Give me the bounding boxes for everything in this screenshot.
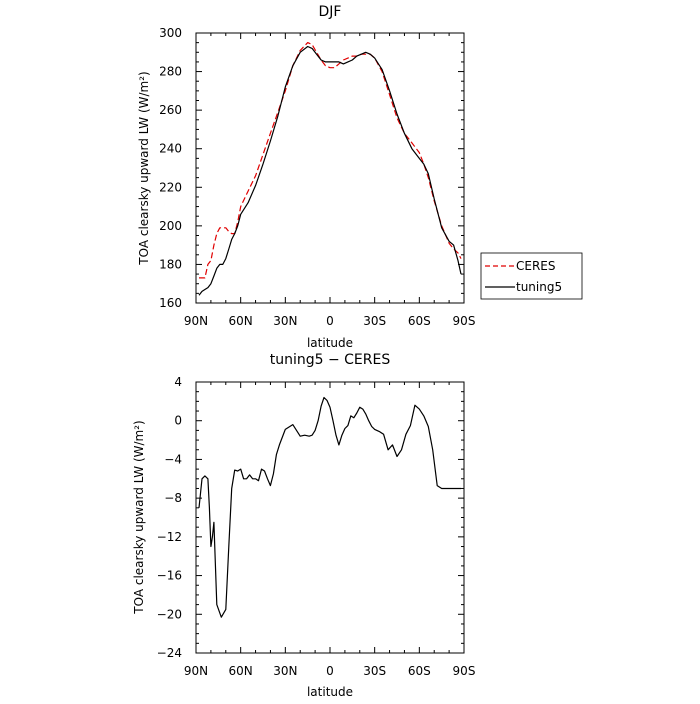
chart-title-bottom: tuning5 − CERES bbox=[270, 352, 391, 368]
y-tick-label-top-4: 240 bbox=[159, 142, 182, 156]
x-tick-label-top-6: 90S bbox=[453, 314, 476, 328]
y-tick-label-bottom-5: −4 bbox=[164, 452, 182, 466]
legend-tuning5-label: tuning5 bbox=[516, 280, 562, 294]
panel-bottom: tuning5 − CERES latitude TOA clearsky up… bbox=[132, 352, 475, 699]
y-tick-label-top-1: 180 bbox=[159, 257, 182, 271]
panel-top: DJF latitude TOA clearsky upward LW (W/m… bbox=[137, 4, 475, 350]
x-tick-label-bottom-0: 90N bbox=[184, 664, 208, 678]
x-axis-title-bottom: latitude bbox=[307, 685, 353, 699]
x-tick-label-bottom-4: 30S bbox=[363, 664, 386, 678]
y-tick-label-top-7: 300 bbox=[159, 26, 182, 40]
legend-box bbox=[480, 252, 583, 300]
y-tick-label-bottom-7: 4 bbox=[174, 375, 182, 389]
series-line-top-ceres bbox=[199, 41, 462, 279]
axes-top: 90N 60N 30N 0 30S 60S 90S 160 180 200 220 240 260 280… bbox=[159, 26, 475, 328]
x-tick-label-top-5: 60S bbox=[408, 314, 431, 328]
chart-title-top: DJF bbox=[319, 4, 342, 20]
y-tick-label-bottom-3: −12 bbox=[157, 530, 182, 544]
x-tick-label-bottom-2: 30N bbox=[273, 664, 297, 678]
y-tick-label-bottom-0: −24 bbox=[157, 646, 182, 660]
x-tick-label-bottom-3: 0 bbox=[326, 664, 334, 678]
y-tick-label-bottom-2: −16 bbox=[157, 569, 182, 583]
x-tick-label-top-4: 30S bbox=[363, 314, 386, 328]
x-tick-label-top-0: 90N bbox=[184, 314, 208, 328]
y-axis-title-bottom: TOA clearsky upward LW (W/m²) bbox=[132, 420, 146, 614]
y-tick-label-top-5: 260 bbox=[159, 103, 182, 117]
y-tick-label-top-2: 200 bbox=[159, 219, 182, 233]
legend-ceres-label: CERES bbox=[516, 259, 556, 273]
x-tick-label-top-1: 60N bbox=[229, 314, 253, 328]
y-axis-title-top: TOA clearsky upward LW (W/m²) bbox=[137, 71, 151, 265]
y-tick-label-top-6: 280 bbox=[159, 65, 182, 79]
y-tick-label-bottom-6: 0 bbox=[174, 414, 182, 428]
y-tick-label-bottom-4: −8 bbox=[164, 491, 182, 505]
series-line-bottom-tuning5-ceres bbox=[198, 396, 461, 618]
legend: CERES tuning5 bbox=[480, 252, 583, 300]
x-tick-label-bottom-5: 60S bbox=[408, 664, 431, 678]
plot-frame-bottom bbox=[195, 381, 465, 654]
x-tick-label-bottom-6: 90S bbox=[453, 664, 476, 678]
x-tick-label-top-3: 0 bbox=[326, 314, 334, 328]
series-group-bottom bbox=[198, 396, 461, 618]
y-tick-label-top-3: 220 bbox=[159, 180, 182, 194]
x-tick-label-bottom-1: 60N bbox=[229, 664, 253, 678]
series-group-top bbox=[198, 41, 462, 296]
y-tick-label-bottom-1: −20 bbox=[157, 607, 182, 621]
x-tick-label-top-2: 30N bbox=[273, 314, 297, 328]
plot-frame-top bbox=[195, 32, 465, 304]
axes-bottom: 90N 60N 30N 0 30S 60S 90S −24 −20 −16 −12 −8 −4 0 4 bbox=[157, 375, 476, 678]
series-line-top-tuning5 bbox=[198, 45, 462, 296]
x-axis-title-top: latitude bbox=[307, 336, 353, 350]
y-tick-label-top-0: 160 bbox=[159, 296, 182, 310]
